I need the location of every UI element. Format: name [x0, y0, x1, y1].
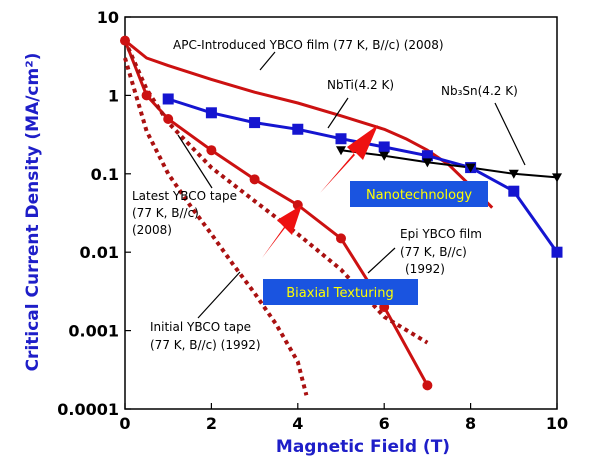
data-point	[336, 146, 346, 156]
y-tick-label: 10	[97, 8, 119, 27]
data-point	[551, 246, 563, 258]
initial-label-2: (77 K, B//c) (1992)	[150, 338, 261, 352]
epi-label-1: Epi YBCO film	[400, 227, 482, 241]
x-tick-label: 4	[292, 414, 303, 433]
markers-layer	[120, 35, 563, 391]
data-point	[205, 107, 217, 119]
initial-pointer	[197, 271, 241, 319]
data-point	[379, 151, 390, 161]
latest-label-2: (77 K, B//c)	[132, 206, 199, 220]
arrows	[262, 125, 378, 258]
latest-label-3: (2008)	[132, 223, 172, 237]
nb3sn-label: Nb₃Sn(4.2 K)	[441, 84, 518, 98]
series-line	[340, 149, 558, 179]
data-point	[508, 169, 519, 179]
nb3sn-pointer	[494, 102, 526, 166]
data-point	[422, 158, 433, 168]
initial-label-1: Initial YBCO tape	[150, 320, 251, 334]
apc-pointer	[259, 51, 276, 71]
apc-label: APC-Introduced YBCO film (77 K, B//c) (2…	[173, 38, 444, 52]
data-point	[206, 145, 217, 156]
data-point	[335, 133, 347, 145]
y-tick-label: 0.0001	[57, 400, 119, 419]
biaxial-arrow	[262, 205, 302, 258]
data-point	[552, 173, 562, 183]
data-point	[422, 380, 433, 391]
epi-label-3: (1992)	[405, 262, 445, 276]
x-tick-label: 10	[546, 414, 568, 433]
latest-label-1: Latest YBCO tape	[132, 189, 237, 203]
data-point	[249, 117, 261, 129]
x-tick-label: 8	[465, 414, 476, 433]
ticks-layer: 0 2 4 6 8 10 10 1 0.1 0.01 0.001 0.0001	[57, 8, 568, 433]
x-tick-label: 6	[379, 414, 390, 433]
latest-pointer	[177, 134, 213, 189]
y-tick-label: 0.001	[68, 322, 119, 341]
x-tick-label: 2	[206, 414, 217, 433]
data-point	[465, 163, 476, 173]
data-point	[336, 233, 346, 244]
data-point	[120, 35, 130, 46]
y-axis-title: Critical Current Density (MA/cm²)	[23, 53, 43, 372]
data-point	[141, 90, 152, 101]
x-tick-label: 0	[119, 414, 130, 433]
y-tick-label: 1	[108, 86, 119, 105]
data-point	[421, 150, 433, 162]
biaxial-label: Biaxial Texturing	[286, 286, 394, 301]
series-line	[124, 39, 494, 209]
y-tick-label: 0.01	[80, 243, 119, 262]
plot-frame	[124, 16, 558, 410]
data-point	[162, 93, 174, 105]
series-line	[123, 57, 309, 396]
y-tick-label: 0.1	[91, 165, 119, 184]
data-point	[249, 174, 260, 185]
nanotech-arrow	[320, 125, 378, 193]
data-point	[508, 185, 520, 197]
data-point	[292, 123, 304, 135]
epi-pointer	[367, 247, 396, 274]
nbti-label: NbTi(4.2 K)	[327, 78, 394, 92]
data-point	[378, 141, 390, 153]
epi-label-2: (77 K, B//c)	[400, 245, 467, 259]
pointer-lines	[177, 51, 526, 319]
x-axis-title: Magnetic Field (T)	[276, 437, 450, 457]
nanotech-box	[350, 181, 488, 207]
data-point	[163, 114, 174, 125]
nanotech-label: Nanotechnology	[366, 188, 472, 203]
nbti-pointer	[327, 97, 349, 129]
biaxial-box	[263, 279, 418, 305]
